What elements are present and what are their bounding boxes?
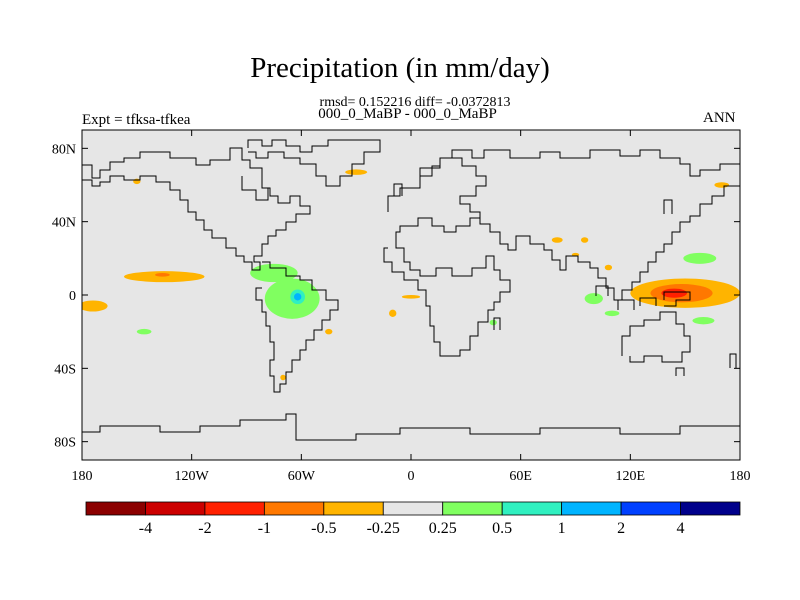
colorbar-swatch	[382, 501, 444, 516]
x-tick-label: 60W	[288, 469, 316, 484]
colorbar-label: -0.5	[311, 520, 336, 537]
anomaly-region-sumatra-wet	[604, 310, 620, 317]
anomaly-region-patagonia-dry	[280, 374, 286, 381]
season-label: ANN	[703, 110, 736, 126]
colorbar-swatch	[620, 501, 681, 516]
anomaly-region-central-pacific-north-core	[155, 273, 170, 277]
anomaly-region-gulf-guinea-dry	[401, 295, 421, 299]
anomaly-region-south-pacific-convergence-wet	[692, 317, 715, 325]
stats-label: rmsd= 0.152216 diff= -0.0372813	[319, 95, 511, 110]
y-tick-label: 80S	[54, 436, 76, 451]
colorbar-swatch	[85, 501, 146, 516]
anomaly-region-south-pacific-wet	[136, 328, 152, 335]
colorbar-swatch	[561, 501, 622, 516]
coastlines	[82, 139, 740, 441]
y-tick-label: 80N	[52, 142, 76, 157]
y-tick-label: 0	[69, 289, 76, 304]
anomaly-region-asia-dry-1	[551, 237, 563, 243]
colorbar-label: 4	[677, 520, 685, 537]
x-tick-label: 180	[730, 469, 751, 484]
colorbar-swatch	[323, 501, 384, 516]
colorbar-swatch	[680, 501, 741, 516]
x-tick-label: 120E	[616, 469, 646, 484]
x-axis: 180 120W 60W 0 60E 120E 180	[72, 130, 751, 484]
chart-title: Precipitation (in mm/day)	[250, 52, 550, 84]
anomaly-region-madagascar-wet	[489, 319, 497, 326]
anomaly-region-north-atlantic-dry	[345, 169, 368, 175]
colorbar-label: -4	[139, 520, 152, 537]
x-tick-label: 120W	[175, 469, 210, 484]
anomaly-region-atlantic-dry	[325, 328, 333, 335]
colorbar-label: -0.25	[367, 520, 400, 537]
colorbar-swatch	[204, 501, 265, 516]
colorbar-label: 0.25	[429, 520, 457, 537]
colorbar: -4 -2 -1 -0.5 -0.25 0.25 0.5 1 2 4	[85, 501, 741, 537]
anomaly-region-indian-ocean-wet	[584, 293, 603, 305]
anomaly-region-amazon-wet-peak	[294, 293, 302, 301]
colorbar-swatch	[442, 501, 503, 516]
y-tick-label: 40S	[54, 362, 76, 377]
period-label: 000_0_MaBP - 000_0_MaBP	[318, 106, 497, 122]
anomaly-region-east-pacific-south-dry	[82, 300, 108, 312]
anomaly-region-alaska-dry	[133, 178, 141, 185]
anomaly-region-west-pacific-dry-core	[661, 288, 687, 298]
anomaly-region-nw-pacific-wet	[683, 252, 717, 264]
colorbar-label: -2	[198, 520, 211, 537]
colorbar-label: -1	[258, 520, 271, 537]
colorbar-swatch	[501, 501, 563, 516]
anomaly-region-south-atlantic-dry	[389, 309, 397, 318]
x-tick-label: 60E	[509, 469, 532, 484]
experiment-label: Expt = tfksa-tfkea	[82, 112, 191, 128]
colorbar-label: 2	[617, 520, 625, 537]
colorbar-label: 1	[558, 520, 566, 537]
anomaly-region-central-pacific-north-dry	[124, 271, 205, 283]
y-axis: 80N 40N 0 40S 80S	[52, 142, 740, 451]
colorbar-swatch	[145, 501, 206, 516]
x-tick-label: 0	[408, 469, 415, 484]
anomaly-region-asia-dry-3	[604, 264, 613, 271]
colorbar-swatch	[263, 501, 325, 516]
x-tick-label: 180	[72, 469, 93, 484]
anomaly-region-asia-dry-2	[580, 237, 589, 243]
anomaly-region-arctic-dry	[714, 182, 730, 188]
colorbar-label: 0.5	[492, 520, 512, 537]
anomaly-regions	[82, 169, 740, 381]
y-tick-label: 40N	[52, 216, 76, 231]
plot-background	[82, 130, 740, 460]
